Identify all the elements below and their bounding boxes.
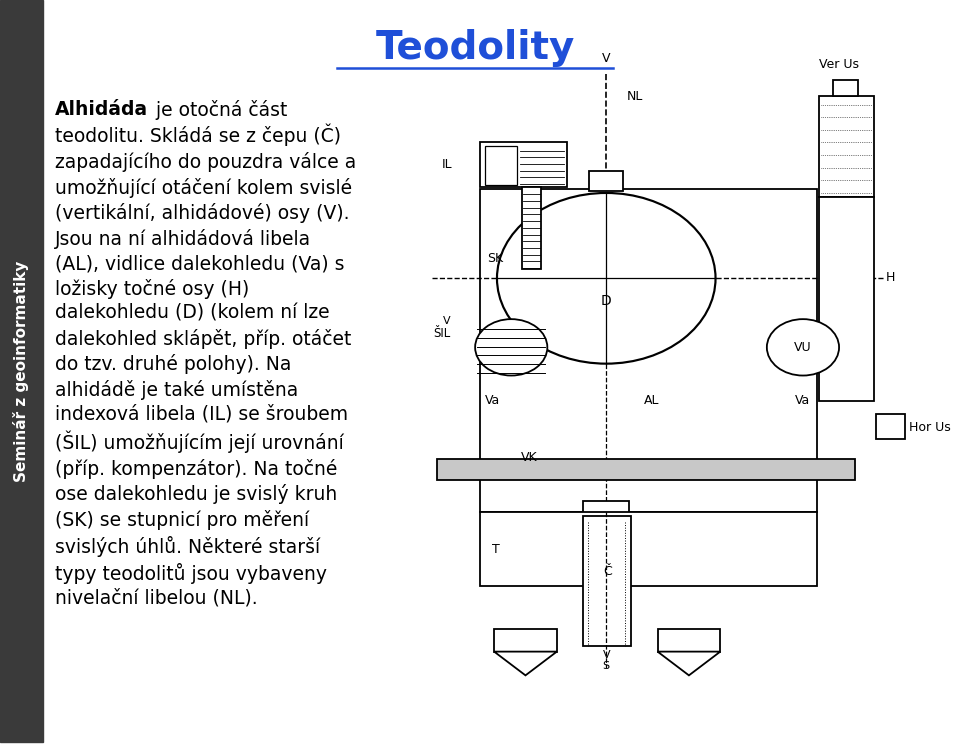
Text: Va: Va xyxy=(485,394,500,407)
Text: VU: VU xyxy=(794,341,812,354)
Text: Ver Us: Ver Us xyxy=(819,58,859,70)
Text: S: S xyxy=(603,660,610,671)
Bar xyxy=(819,196,875,400)
Bar xyxy=(480,143,567,187)
Text: NL: NL xyxy=(627,90,643,103)
Text: Seminář z geoinformatiky: Seminář z geoinformatiky xyxy=(12,261,29,482)
Bar xyxy=(0,0,43,743)
Bar xyxy=(485,146,516,185)
Bar xyxy=(833,80,858,96)
Text: V: V xyxy=(602,52,611,65)
Text: VK: VK xyxy=(520,451,538,465)
Text: je otočná část: je otočná část xyxy=(150,100,287,120)
Text: SK: SK xyxy=(488,252,504,264)
Bar xyxy=(437,459,855,480)
Bar xyxy=(584,515,631,645)
Text: AL: AL xyxy=(644,394,660,407)
Circle shape xyxy=(497,193,715,364)
Bar xyxy=(480,512,817,586)
Bar xyxy=(589,171,623,191)
Text: V: V xyxy=(443,316,450,326)
Bar xyxy=(819,96,875,196)
Text: Teodolity: Teodolity xyxy=(375,29,575,67)
Polygon shape xyxy=(658,651,720,675)
Bar xyxy=(494,630,557,651)
Bar xyxy=(876,414,904,439)
Bar xyxy=(480,189,817,512)
Text: H: H xyxy=(886,271,895,284)
Text: Hor Us: Hor Us xyxy=(909,421,951,434)
Text: V: V xyxy=(603,650,610,660)
Bar xyxy=(584,501,629,521)
Text: T: T xyxy=(492,543,500,556)
Text: IL: IL xyxy=(442,158,452,171)
Text: Č: Č xyxy=(603,565,612,578)
Bar xyxy=(521,187,540,270)
Text: Alhidáda: Alhidáda xyxy=(55,100,148,120)
Bar xyxy=(658,630,720,651)
Circle shape xyxy=(767,319,839,376)
Text: teodolitu. Skládá se z čepu (Č)
zapadajícího do pouzdra válce a
umožňující otáče: teodolitu. Skládá se z čepu (Č) zapadají… xyxy=(55,124,356,608)
Text: Va: Va xyxy=(795,394,810,407)
Polygon shape xyxy=(494,651,557,675)
Circle shape xyxy=(475,319,547,376)
Text: ŠIL: ŠIL xyxy=(433,327,450,341)
Text: D: D xyxy=(601,294,612,308)
